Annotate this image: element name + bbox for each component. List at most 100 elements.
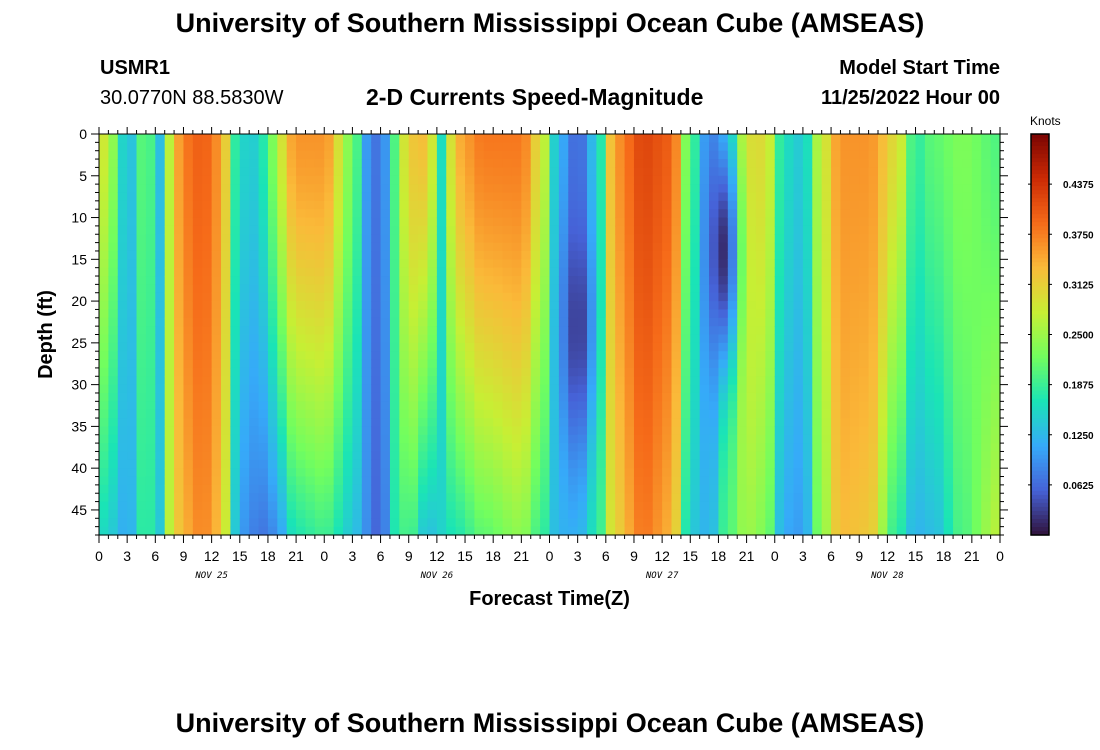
heatmap-cell: [352, 242, 363, 252]
heatmap-cell: [296, 142, 307, 152]
heatmap-cell: [943, 392, 954, 402]
heatmap-cell: [746, 250, 757, 260]
heatmap-cell: [793, 209, 804, 219]
heatmap-cell: [371, 501, 382, 511]
heatmap-cell: [924, 418, 935, 427]
heatmap-cell: [587, 159, 598, 169]
heatmap-cell: [230, 259, 241, 269]
heatmap-cell: [643, 267, 654, 277]
heatmap-cell: [680, 501, 691, 511]
heatmap-cell: [624, 250, 635, 260]
x-tick-label: 18: [260, 548, 276, 564]
heatmap-cell: [399, 342, 410, 352]
heatmap-cell: [174, 292, 185, 302]
heatmap-cell: [455, 359, 466, 369]
heatmap-cell: [587, 509, 598, 519]
heatmap-cell: [962, 234, 973, 244]
heatmap-cell: [465, 526, 476, 536]
heatmap-cell: [389, 367, 400, 377]
x-tick-label: 12: [204, 548, 220, 564]
colorbar-swatch: [1031, 146, 1049, 151]
heatmap-cell: [324, 242, 335, 252]
heatmap-cell: [380, 250, 391, 260]
heatmap-cell: [174, 242, 185, 252]
heatmap-cell: [455, 309, 466, 319]
heatmap-cell: [727, 242, 738, 252]
heatmap-cell: [821, 493, 832, 503]
heatmap-cell: [249, 518, 260, 528]
heatmap-cell: [699, 334, 710, 344]
heatmap-cell: [680, 468, 691, 478]
heatmap-cell: [652, 459, 663, 469]
heatmap-cell: [840, 301, 851, 311]
heatmap-cell: [380, 276, 391, 285]
heatmap-cell: [314, 326, 325, 336]
heatmap-cell: [643, 443, 654, 453]
heatmap-cell: [755, 301, 766, 311]
heatmap-cell: [99, 409, 109, 419]
heatmap-cell: [399, 376, 410, 386]
heatmap-cell: [765, 134, 776, 143]
heatmap-cell: [511, 317, 522, 327]
heatmap-cell: [502, 484, 513, 494]
heatmap-cell: [389, 142, 400, 152]
heatmap-cell: [587, 392, 598, 402]
heatmap-cell: [267, 409, 278, 419]
heatmap-cell: [615, 418, 626, 427]
heatmap-cell: [249, 351, 260, 361]
heatmap-cell: [521, 459, 532, 469]
heatmap-cell: [436, 501, 447, 511]
heatmap-cell: [577, 434, 588, 444]
heatmap-cell: [671, 376, 682, 386]
heatmap-cell: [239, 468, 250, 478]
heatmap-cell: [699, 217, 710, 227]
heatmap-cell: [624, 451, 635, 461]
heatmap-cell: [943, 250, 954, 260]
heatmap-cell: [840, 250, 851, 260]
heatmap-cell: [493, 376, 504, 386]
heatmap-cell: [887, 301, 898, 311]
heatmap-cell: [511, 468, 522, 478]
heatmap-cell: [727, 484, 738, 494]
heatmap-cell: [718, 359, 729, 369]
heatmap-cell: [389, 434, 400, 444]
heatmap-cell: [521, 418, 532, 427]
heatmap-cell: [962, 443, 973, 453]
heatmap-cell: [924, 184, 935, 194]
heatmap-cell: [662, 175, 673, 185]
heatmap-cell: [605, 434, 616, 444]
heatmap-cell: [859, 384, 870, 394]
heatmap-cell: [718, 301, 729, 311]
heatmap-cell: [877, 259, 888, 269]
heatmap-cell: [868, 367, 879, 377]
heatmap-cell: [812, 242, 823, 252]
heatmap-cell: [408, 392, 419, 402]
heatmap-cell: [896, 476, 907, 486]
heatmap-cell: [493, 459, 504, 469]
heatmap-cell: [155, 276, 166, 285]
heatmap-cell: [558, 418, 569, 427]
heatmap-cell: [511, 250, 522, 260]
heatmap-cell: [361, 225, 372, 235]
heatmap-cell: [981, 292, 992, 302]
heatmap-cell: [258, 234, 269, 244]
heatmap-cell: [211, 518, 222, 528]
heatmap-cell: [389, 192, 400, 202]
heatmap-cell: [953, 200, 964, 210]
heatmap-cell: [718, 459, 729, 469]
heatmap-cell: [286, 342, 297, 352]
x-tick-label: 18: [936, 548, 952, 564]
heatmap-cell: [127, 359, 138, 369]
heatmap-cell: [333, 384, 344, 394]
heatmap-cell: [408, 167, 419, 177]
heatmap-cell: [709, 493, 720, 503]
heatmap-cell: [633, 159, 644, 169]
heatmap-cell: [990, 234, 1001, 244]
heatmap-cell: [896, 217, 907, 227]
heatmap-cell: [680, 401, 691, 411]
heatmap-cell: [192, 159, 203, 169]
heatmap-cell: [755, 518, 766, 528]
heatmap-cell: [361, 276, 372, 285]
heatmap-cell: [540, 234, 551, 244]
heatmap-cell: [511, 234, 522, 244]
